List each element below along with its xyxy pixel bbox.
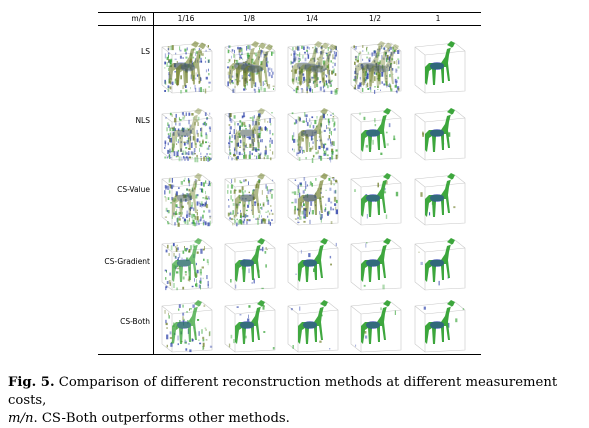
reconstruction-image bbox=[343, 292, 407, 356]
column-header: 1/8 bbox=[242, 14, 256, 23]
reconstruction-image bbox=[280, 33, 344, 97]
reconstruction-image bbox=[407, 292, 471, 356]
reconstruction-image bbox=[343, 100, 407, 164]
reconstruction-image bbox=[217, 165, 281, 229]
reconstruction-image bbox=[407, 33, 471, 97]
column-header: 1/4 bbox=[305, 14, 319, 23]
caption-math: m/n bbox=[8, 411, 34, 426]
column-header: 1/16 bbox=[177, 14, 195, 23]
reconstruction-image bbox=[280, 292, 344, 356]
figure-caption: Fig. 5. Comparison of different reconstr… bbox=[8, 374, 583, 428]
column-header: 1/2 bbox=[368, 14, 382, 23]
reconstruction-image bbox=[154, 292, 218, 356]
caption-text-a: Comparison of different reconstruction m… bbox=[8, 375, 558, 408]
reconstruction-image bbox=[154, 100, 218, 164]
reconstruction-image bbox=[343, 230, 407, 294]
reconstruction-image bbox=[154, 165, 218, 229]
row-label: CS-Value bbox=[117, 185, 150, 194]
reconstruction-image bbox=[217, 230, 281, 294]
caption-label: Fig. 5. bbox=[8, 375, 55, 390]
reconstruction-image bbox=[407, 230, 471, 294]
caption-text-b: . CS-Both outperforms other methods. bbox=[33, 411, 290, 426]
reconstruction-image bbox=[217, 100, 281, 164]
reconstruction-image bbox=[407, 100, 471, 164]
reconstruction-image bbox=[217, 33, 281, 97]
reconstruction-image bbox=[280, 100, 344, 164]
reconstruction-image bbox=[280, 230, 344, 294]
header-divider bbox=[98, 25, 481, 26]
reconstruction-image bbox=[280, 165, 344, 229]
reconstruction-image bbox=[217, 292, 281, 356]
row-label: NLS bbox=[135, 116, 150, 125]
reconstruction-image bbox=[407, 165, 471, 229]
row-label: CS-Both bbox=[120, 317, 150, 326]
reconstruction-image bbox=[343, 33, 407, 97]
row-label: CS-Gradient bbox=[104, 257, 150, 266]
figure-table-frame bbox=[98, 12, 481, 355]
reconstruction-image bbox=[343, 165, 407, 229]
reconstruction-image bbox=[154, 230, 218, 294]
row-label: LS bbox=[141, 47, 150, 56]
header-corner-label: m/n bbox=[131, 14, 146, 23]
column-divider bbox=[153, 12, 154, 355]
reconstruction-image bbox=[154, 33, 218, 97]
column-header: 1 bbox=[435, 14, 441, 23]
